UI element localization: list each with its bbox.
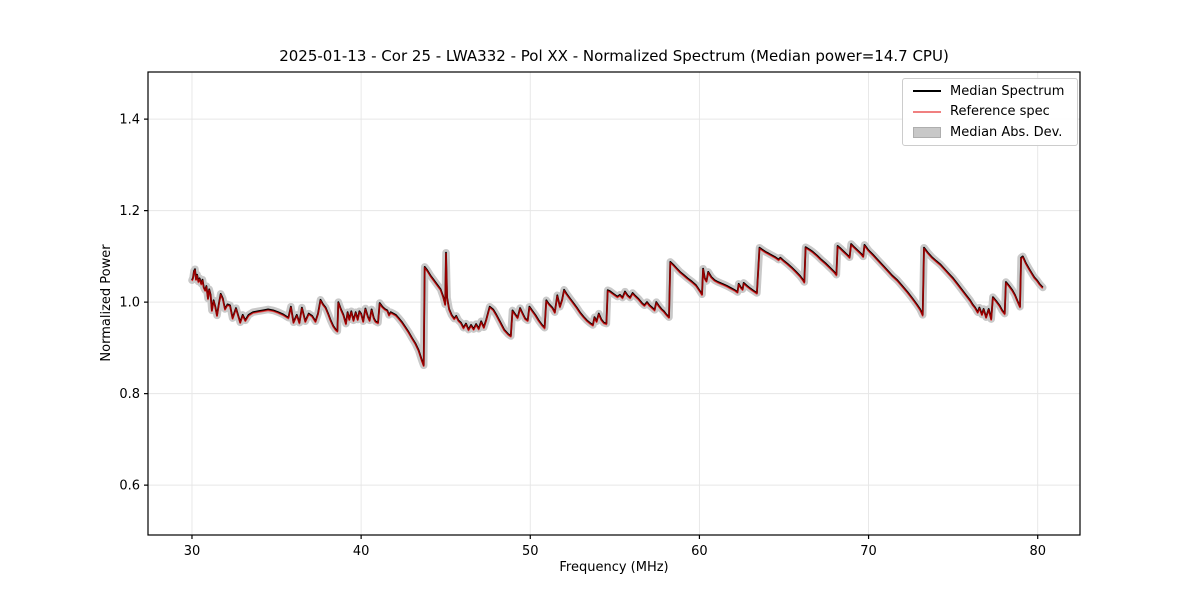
y-tick-label-1.4: 1.4 (119, 113, 140, 128)
y-tick-label-1.0: 1.0 (119, 296, 140, 311)
x-tick-label-60: 60 (691, 544, 708, 559)
x-tick-label-50: 50 (522, 544, 539, 559)
legend-label-reference-spec: Reference spec (950, 104, 1050, 120)
x-tick-label-40: 40 (353, 544, 370, 559)
x-tick-label-80: 80 (1029, 544, 1046, 559)
median-spectrum-line-swatch (913, 90, 941, 93)
chart-title: 2025-01-13 - Cor 25 - LWA332 - Pol XX - … (279, 47, 949, 65)
x-tick-label-30: 30 (184, 544, 201, 559)
y-tick-label-0.8: 0.8 (119, 387, 140, 402)
plot-border (147, 71, 1081, 536)
legend-label-median-abs-dev: Median Abs. Dev. (950, 125, 1063, 141)
legend-item-reference-spec: Reference spec (903, 104, 1077, 119)
legend-item-median-abs-dev: Median Abs. Dev. (903, 125, 1077, 140)
reference-spec-line-swatch (913, 110, 941, 113)
median-abs-dev-patch-swatch (913, 127, 941, 139)
y-tick-label-1.2: 1.2 (119, 204, 140, 219)
legend-item-median-spectrum: Median Spectrum (903, 84, 1077, 99)
legend: Median Spectrum Reference spec Median Ab… (902, 78, 1078, 146)
x-axis-label: Frequency (MHz) (559, 560, 669, 575)
reference-spec-line (191, 244, 1044, 367)
x-tick-label-70: 70 (860, 544, 877, 559)
y-tick-label-0.6: 0.6 (119, 479, 140, 494)
legend-label-median-spectrum: Median Spectrum (950, 83, 1065, 99)
